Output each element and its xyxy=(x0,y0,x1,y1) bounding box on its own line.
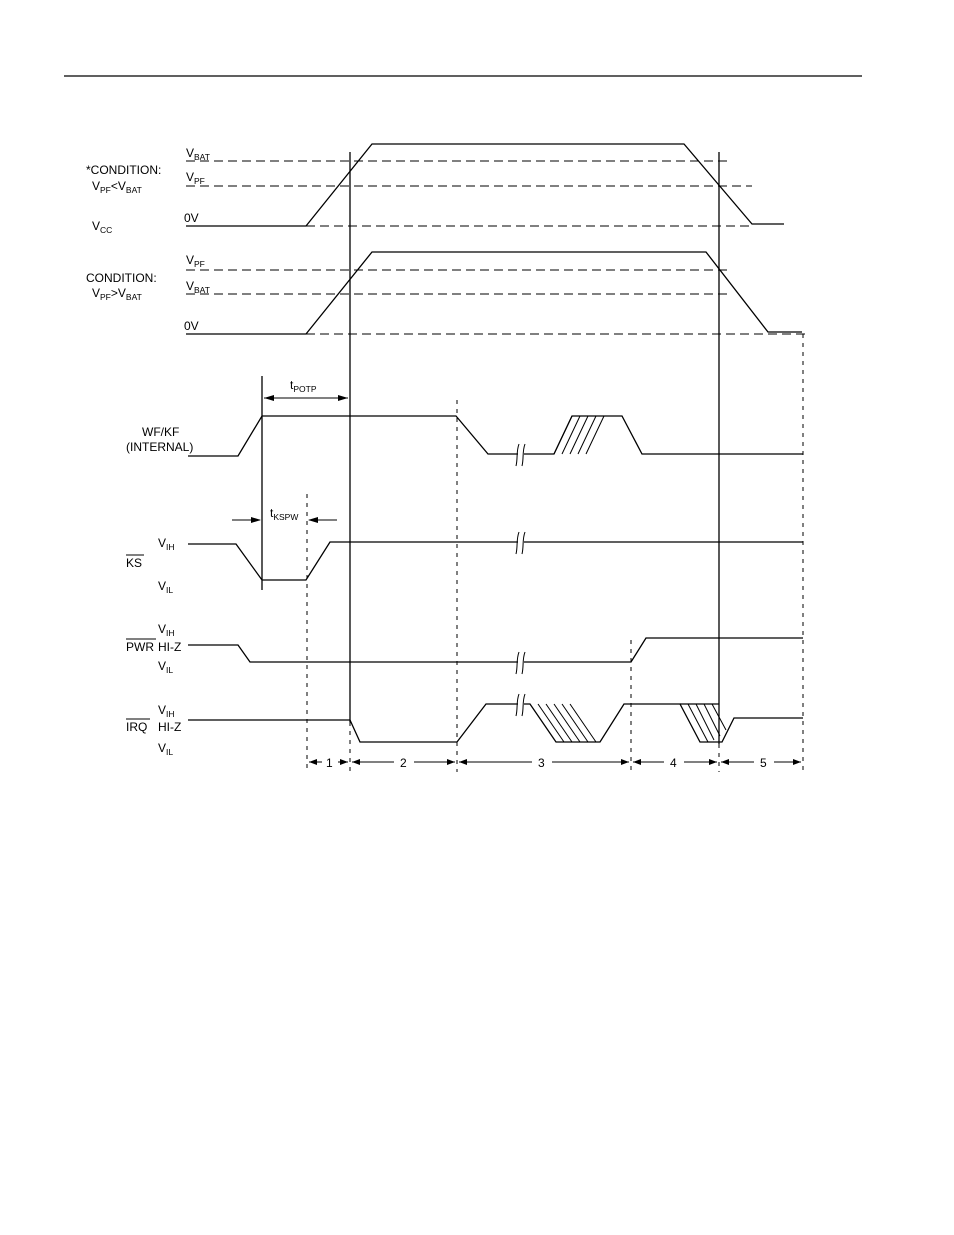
interval-4: 4 xyxy=(633,756,717,770)
pwr-waveform-left xyxy=(188,644,518,663)
tkspw-arrow-left xyxy=(251,517,261,523)
wfkf-waveform-right xyxy=(524,415,803,455)
tpotp-label: tPOTP xyxy=(290,378,317,394)
ks-label: KS xyxy=(126,556,142,570)
svg-text:1: 1 xyxy=(326,756,333,770)
pwr-vil-label: VIL xyxy=(158,659,173,675)
vpf-level-label-1: VPF xyxy=(186,170,205,186)
ks-vil-label: VIL xyxy=(158,579,173,595)
ks-vih-label: VIH xyxy=(158,536,175,552)
irq-waveform-left xyxy=(188,703,518,743)
svg-text:5: 5 xyxy=(760,756,767,770)
interval-3: 3 xyxy=(459,756,629,770)
wfkf-hatch xyxy=(553,415,605,455)
irq-hatch-2 xyxy=(687,703,727,743)
irq-hiz-label: HI-Z xyxy=(158,720,181,734)
tpotp-arrow-left xyxy=(264,395,274,401)
irq-label: IRQ xyxy=(126,720,147,734)
pwr-label: PWR xyxy=(126,640,154,654)
zero-volt-label-1: 0V xyxy=(184,211,199,225)
irq-vih-label: VIH xyxy=(158,703,175,719)
svg-text:3: 3 xyxy=(538,756,545,770)
tpotp-arrow-right xyxy=(338,395,348,401)
irq-waveform-right xyxy=(524,703,803,743)
pwr-waveform-right xyxy=(524,637,803,663)
pwr-break-mark xyxy=(515,651,526,675)
svg-text:2: 2 xyxy=(400,756,407,770)
interval-2: 2 xyxy=(352,756,455,770)
vbat-level-label-2: VBAT xyxy=(186,279,210,295)
tkspw-label: tKSPW xyxy=(270,506,298,522)
zero-volt-label-2: 0V xyxy=(184,319,199,333)
condition-1-expression: VPF<VBAT xyxy=(92,179,142,195)
pwr-vih-label: VIH xyxy=(158,622,175,638)
wfkf-break-mark xyxy=(515,443,526,467)
condition-2-title: CONDITION: xyxy=(86,271,157,285)
irq-break-mark xyxy=(515,693,526,717)
pwr-hiz-label: HI-Z xyxy=(158,640,181,654)
svg-text:4: 4 xyxy=(670,756,677,770)
vbat-level-label-1: VBAT xyxy=(186,146,210,162)
condition-1-title: *CONDITION: xyxy=(86,163,161,177)
ks-break-mark xyxy=(515,531,526,555)
vcc-label: VCC xyxy=(92,219,112,235)
irq-vil-label: VIL xyxy=(158,741,173,757)
tkspw-arrow-right xyxy=(308,517,318,523)
interval-5: 5 xyxy=(721,756,801,770)
vcc-waveform-2 xyxy=(186,251,802,335)
wfkf-label-line-2: (INTERNAL) xyxy=(126,440,193,454)
wfkf-waveform-left xyxy=(188,415,518,457)
vcc-waveform-1 xyxy=(186,143,784,227)
wfkf-label-line-1: WF/KF xyxy=(142,425,179,439)
vpf-level-label-2: VPF xyxy=(186,253,205,269)
interval-1: 1 xyxy=(309,756,348,770)
ks-waveform-left xyxy=(188,541,518,581)
condition-2-expression: VPF>VBAT xyxy=(92,286,142,302)
irq-hatch-1 xyxy=(537,703,597,743)
